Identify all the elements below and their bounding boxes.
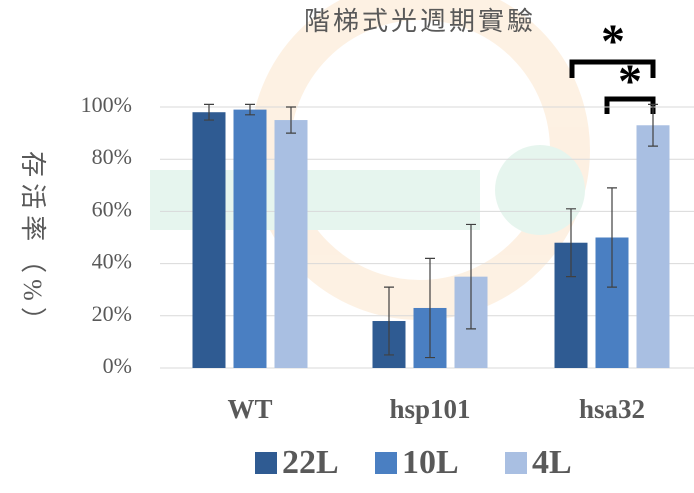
legend-label: 22L [282, 444, 339, 481]
x-tick-label: hsa32 [579, 394, 645, 424]
bar [637, 125, 670, 368]
annotation: * [618, 55, 642, 108]
y-tick-label: 100% [81, 92, 132, 117]
y-tick-label: 80% [92, 144, 132, 169]
legend-label: 10L [402, 444, 459, 481]
legend-swatch [375, 452, 397, 474]
bar [193, 112, 226, 368]
x-tick-label: hsp101 [389, 394, 470, 424]
y-tick-label: 20% [92, 301, 132, 326]
chart: 階梯式光週期實驗 存活率（%） * * 0%20%40%60%80%100%WT… [0, 0, 694, 493]
legend-swatch [505, 452, 527, 474]
legend-label: 4L [532, 444, 572, 481]
y-axis-label: 存活率（%） [18, 151, 47, 339]
bar [234, 110, 267, 368]
y-tick-label: 0% [103, 353, 132, 378]
y-tick-label: 40% [92, 249, 132, 274]
y-tick-label: 60% [92, 196, 132, 221]
x-tick-label: WT [227, 394, 272, 424]
legend-swatch [255, 452, 277, 474]
bar [275, 120, 308, 368]
chart-title: 階梯式光週期實驗 [304, 7, 536, 36]
